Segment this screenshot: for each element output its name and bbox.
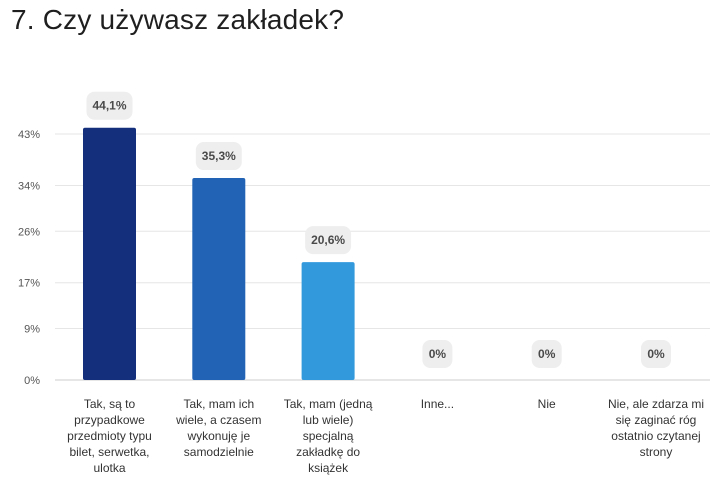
data-label: 0% xyxy=(422,340,453,368)
category-label: Tak, są to przypadkowe przedmioty typu b… xyxy=(67,397,152,475)
category-label: Tak, mam ich wiele, a czasem wykonuję je… xyxy=(176,397,262,459)
data-label: 0% xyxy=(641,340,671,368)
category-label: Tak, mam (jedną lub wiele) specjalną zak… xyxy=(283,397,373,475)
bar xyxy=(83,127,136,381)
data-label-text: 0% xyxy=(429,347,447,361)
data-label-text: 20,6% xyxy=(311,233,345,247)
category-label: Inne... xyxy=(420,397,455,411)
y-tick-label: 26% xyxy=(18,226,40,238)
y-tick-label: 17% xyxy=(18,278,40,290)
y-tick-label: 34% xyxy=(18,180,40,192)
data-label-bg xyxy=(305,226,352,255)
bar xyxy=(192,178,246,380)
category-label: Nie xyxy=(537,397,556,411)
chart-title: 7. Czy używasz zakładek? xyxy=(11,4,345,35)
bars xyxy=(83,127,355,381)
data-label: 44,1% xyxy=(86,91,133,120)
y-axis-ticks: 0% 9% 17% 26% 34% 43% xyxy=(18,129,40,387)
data-label-bg xyxy=(422,340,453,368)
data-label-text: 35,3% xyxy=(202,149,236,163)
data-label-text: 44,1% xyxy=(92,99,126,113)
y-tick-label: 9% xyxy=(24,324,40,336)
data-label: 0% xyxy=(531,340,562,368)
data-label: 20,6% xyxy=(305,226,352,255)
data-label-bg xyxy=(86,91,133,120)
data-label: 35,3% xyxy=(195,142,242,171)
data-label-text: 0% xyxy=(647,347,665,361)
data-label-bg xyxy=(641,340,671,368)
data-label-bg xyxy=(531,340,562,368)
category-label: Nie, ale zdarza mi się zaginać róg ostat… xyxy=(607,397,705,459)
bar xyxy=(301,262,355,380)
data-labels: 44,1% 35,3% 20,6% 0% 0% 0% xyxy=(86,91,671,368)
data-label-bg xyxy=(195,142,242,171)
y-tick-label: 43% xyxy=(18,129,40,141)
data-label-text: 0% xyxy=(538,347,556,361)
gridlines xyxy=(55,133,710,381)
y-tick-label: 0% xyxy=(24,375,40,387)
